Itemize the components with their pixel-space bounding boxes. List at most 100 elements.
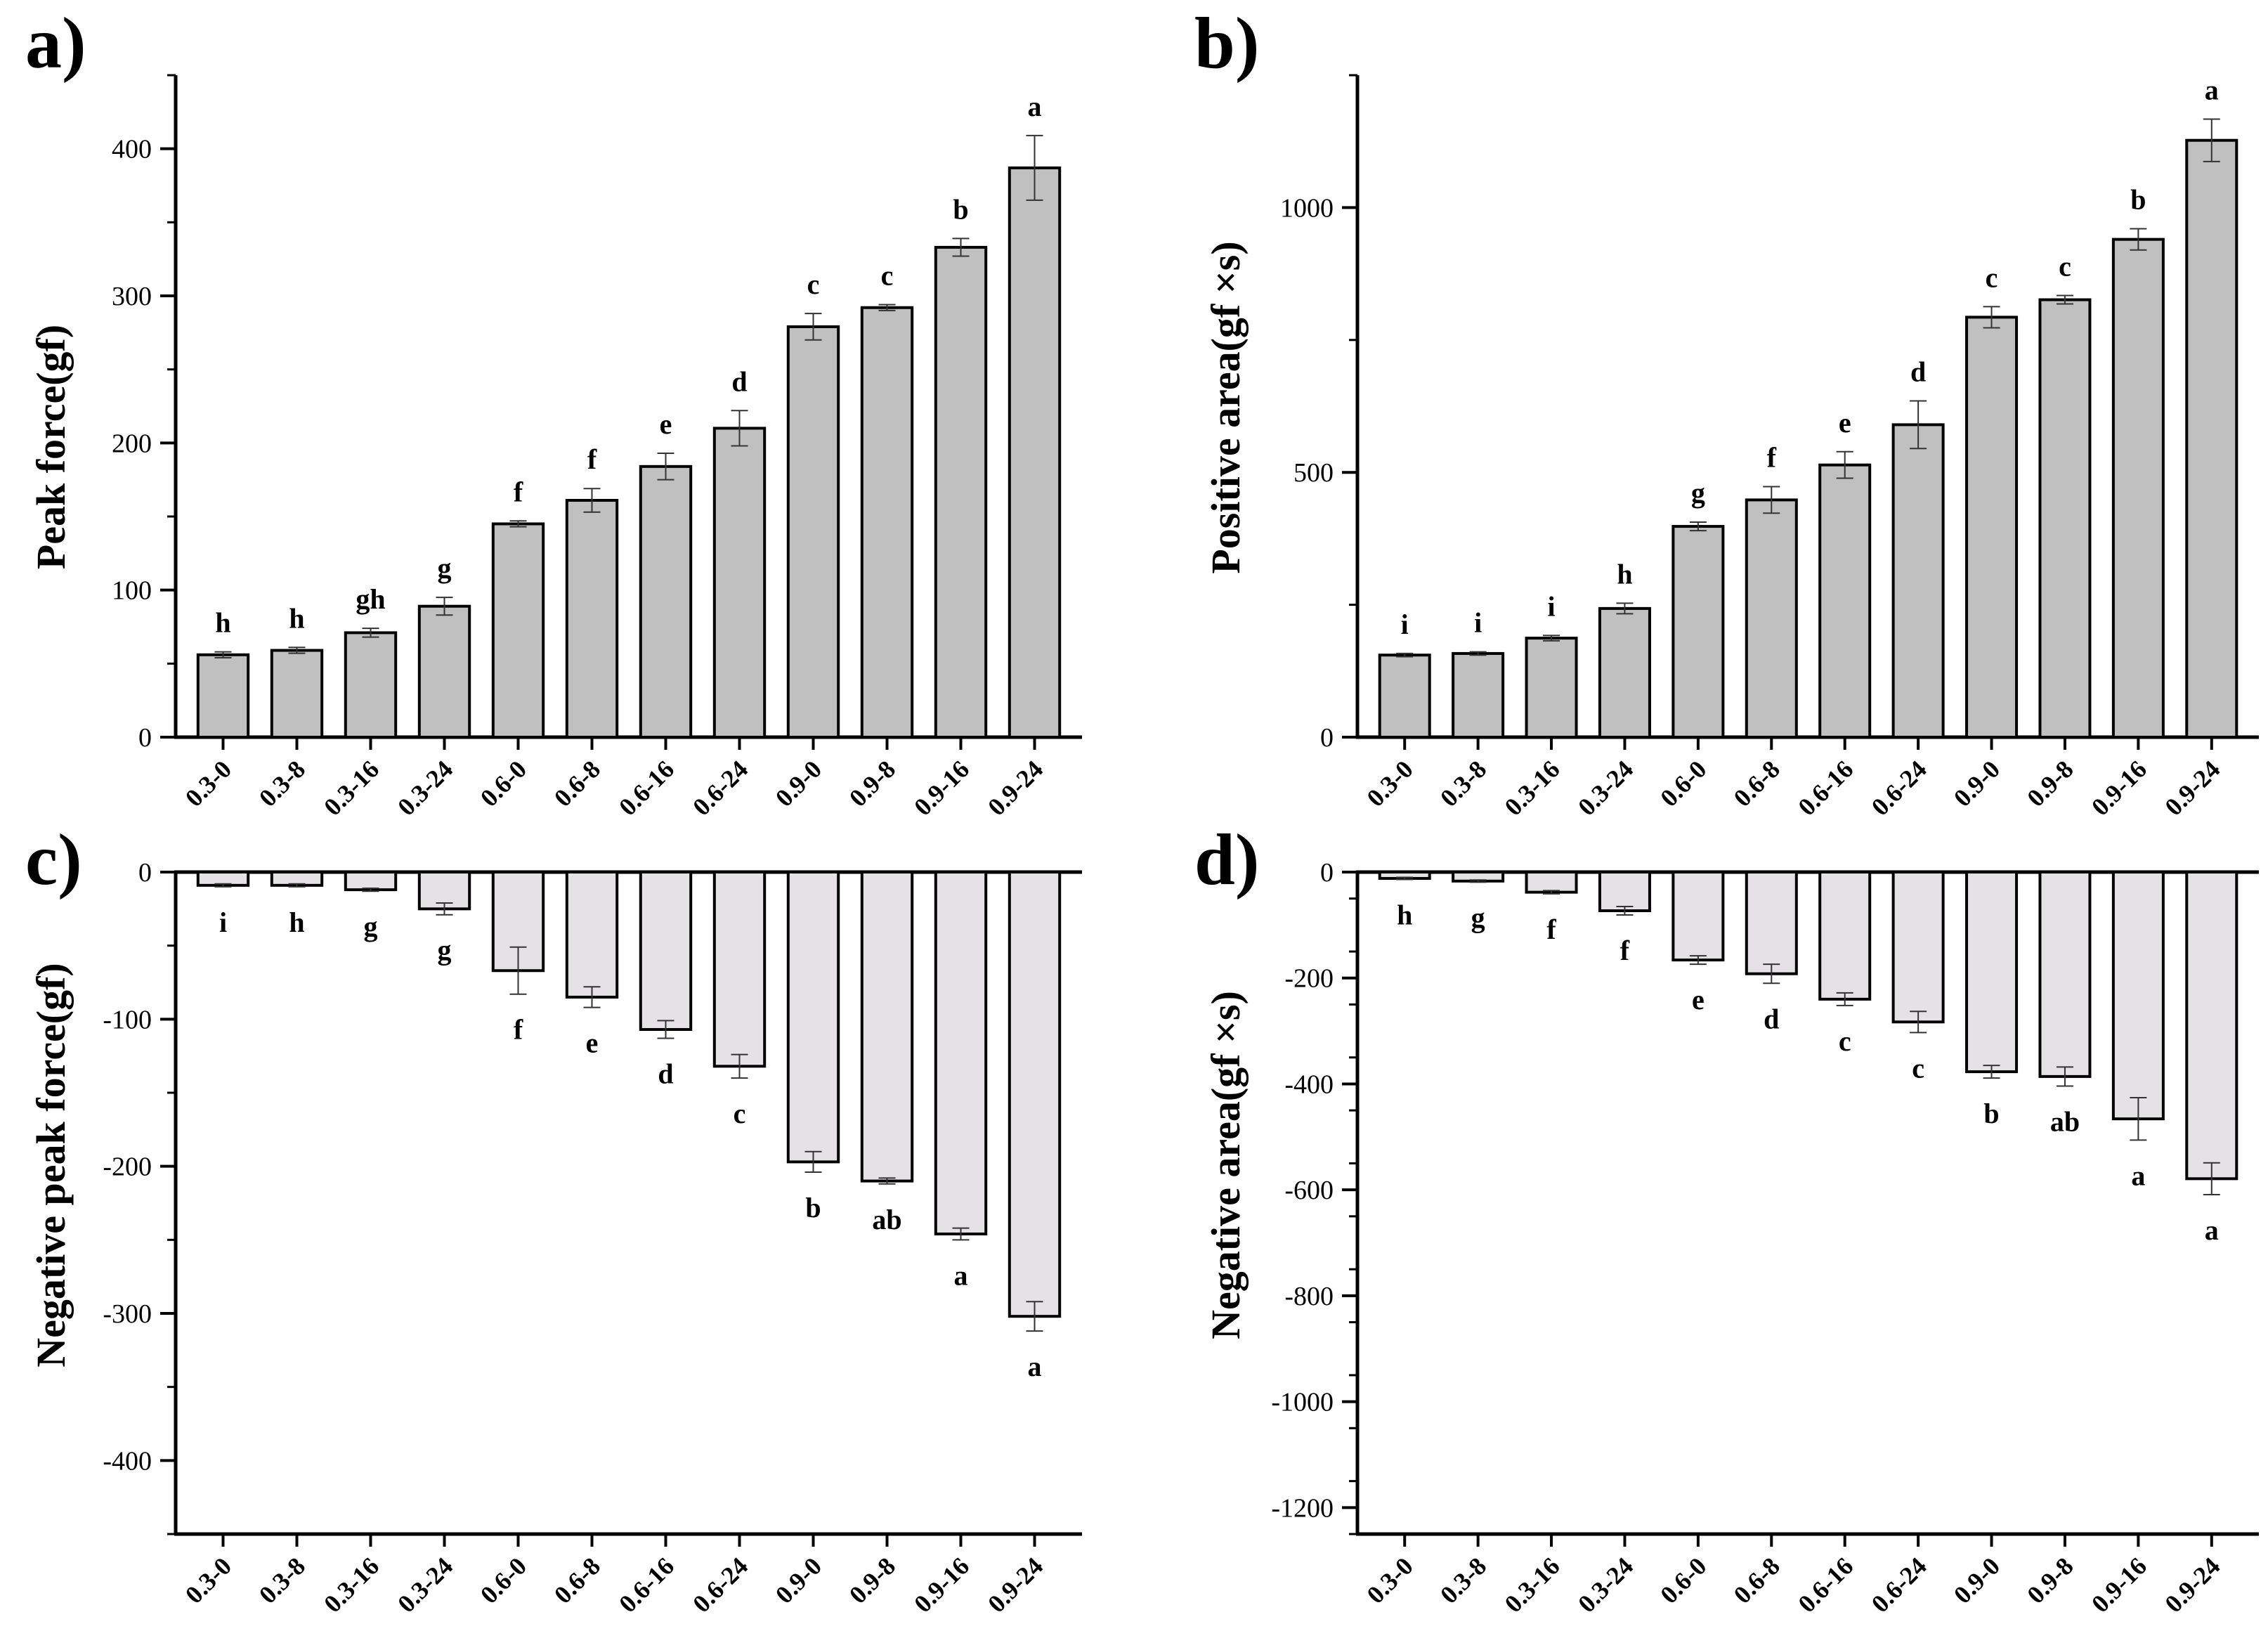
significance-label: h	[215, 607, 230, 639]
significance-label: h	[1617, 558, 1632, 590]
x-tick-label: 0.9-24	[2159, 1552, 2225, 1618]
bar	[1671, 525, 1725, 739]
x-tick-label: 0.9-0	[1948, 1552, 2005, 1609]
significance-label: gh	[356, 583, 385, 615]
y-tick-label: 100	[112, 576, 152, 606]
x-tick-label: 0.3-8	[1435, 1552, 1492, 1609]
x-tick-label: 0.3-24	[1572, 1552, 1638, 1618]
significance-label: e	[1692, 984, 1705, 1015]
x-tick-label: 0.6-0	[1655, 755, 1712, 812]
y-axis-title: Negative peak force(gf)	[28, 963, 74, 1368]
bar	[1452, 651, 1505, 739]
significance-label: f	[514, 1014, 523, 1046]
x-tick-label: 0.3-0	[180, 755, 237, 812]
x-tick-label: 0.6-24	[687, 1552, 753, 1618]
panel-c: c) Negative peak force(gf) -400 -300 -200 -…	[25, 819, 1082, 1618]
x-tick-label: 0.3-16	[318, 1552, 384, 1618]
significance-label: f	[514, 476, 523, 507]
panel-d: d) Negative area(gf ×s) -1200 -1000 -800 -6…	[1194, 819, 2259, 1618]
x-tick-label: 0.9-16	[2086, 755, 2152, 821]
x-tick-label: 0.9-24	[982, 1552, 1048, 1618]
bar	[2111, 238, 2165, 739]
significance-label: e	[660, 408, 672, 440]
bar	[1671, 871, 1725, 962]
x-tick-label: 0.9-8	[844, 755, 901, 812]
significance-label: d	[658, 1058, 673, 1090]
significance-label: a	[2131, 1159, 2145, 1191]
significance-label: i	[1474, 607, 1482, 639]
bar	[639, 465, 693, 739]
panel-label: c)	[25, 819, 82, 900]
x-tick-label: 0.3-0	[1362, 755, 1419, 812]
significance-label: b	[805, 1192, 821, 1223]
y-tick-label: -200	[1284, 964, 1334, 994]
bar	[786, 871, 840, 1164]
x-tick-label: 0.9-16	[908, 1552, 975, 1618]
bar	[2111, 871, 2165, 1121]
significance-label: c	[2059, 250, 2071, 282]
y-tick-label: -300	[103, 1299, 152, 1329]
bar	[1008, 166, 1062, 739]
x-tick-label: 0.3-24	[1572, 755, 1638, 821]
bar	[639, 871, 693, 1031]
y-tick-label: 1000	[1280, 193, 1334, 223]
y-tick-label: 0	[1320, 723, 1334, 753]
x-tick-label: 0.6-16	[1792, 755, 1858, 821]
bar	[1598, 871, 1651, 913]
x-tick-label: 0.9-0	[1948, 755, 2005, 812]
x-tick-label: 0.6-24	[1866, 755, 1932, 821]
y-tick-label: -600	[1284, 1176, 1334, 1205]
x-tick-label: 0.9-8	[2021, 1552, 2078, 1609]
significance-label: f	[1620, 935, 1630, 966]
bar	[860, 871, 914, 1183]
panel-label: d)	[1194, 819, 1259, 900]
significance-label: ab	[872, 1204, 901, 1235]
significance-label: c	[881, 260, 894, 292]
x-tick-label: 0.6-8	[549, 755, 606, 812]
x-tick-label: 0.6-24	[687, 755, 753, 821]
y-tick-label: 500	[1293, 458, 1334, 488]
bar	[417, 604, 471, 739]
bar	[1378, 654, 1431, 739]
y-axis-title: Positive area(gf ×s)	[1203, 241, 1249, 573]
x-tick-label: 0.9-16	[2086, 1552, 2152, 1618]
significance-label: f	[587, 443, 597, 475]
significance-label: g	[364, 911, 378, 942]
significance-label: h	[1397, 899, 1412, 931]
significance-label: a	[2205, 74, 2219, 106]
bar	[1008, 871, 1062, 1318]
bar	[2185, 871, 2238, 1181]
x-tick-label: 0.6-16	[613, 755, 679, 821]
x-tick-label: 0.3-0	[1362, 1552, 1419, 1609]
x-tick-label: 0.6-16	[613, 1552, 679, 1618]
x-tick-label: 0.9-16	[908, 755, 975, 821]
significance-label: c	[734, 1098, 746, 1129]
panel-label: b)	[1194, 3, 1259, 84]
bar	[1891, 423, 1945, 739]
bar	[934, 871, 988, 1235]
bar	[1891, 871, 1945, 1024]
bar	[1525, 871, 1578, 894]
significance-label: c	[1912, 1052, 1924, 1084]
significance-label: i	[1401, 609, 1409, 640]
bar	[491, 522, 545, 739]
bar	[1965, 871, 2019, 1074]
y-tick-label: 0	[1320, 858, 1334, 888]
significance-label: h	[289, 907, 304, 938]
x-tick-label: 0.3-16	[1499, 755, 1565, 821]
significance-label: e	[586, 1027, 599, 1059]
bar	[2038, 871, 2092, 1078]
bar	[196, 653, 250, 739]
significance-label: f	[1767, 442, 1777, 474]
x-tick-label: 0.6-8	[549, 1552, 606, 1609]
significance-label: a	[1028, 1351, 1042, 1382]
y-tick-label: 0	[138, 858, 152, 888]
y-tick-label: -200	[103, 1152, 152, 1182]
significance-label: g	[1691, 477, 1705, 509]
bar	[1818, 871, 1872, 1001]
y-tick-label: 400	[112, 135, 152, 164]
significance-label: h	[289, 602, 304, 634]
significance-label: a	[954, 1259, 968, 1291]
bar	[2185, 138, 2238, 739]
x-tick-label: 0.9-24	[982, 755, 1048, 821]
